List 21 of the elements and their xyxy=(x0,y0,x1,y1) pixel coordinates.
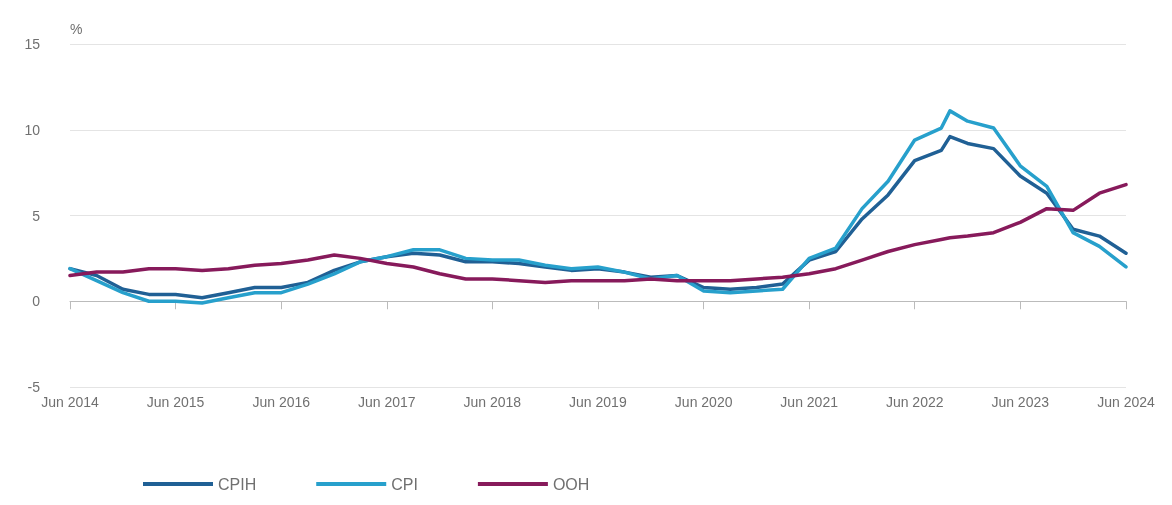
y-axis-title: % xyxy=(70,21,83,37)
x-tick-label: Jun 2017 xyxy=(358,394,416,410)
x-tick-label: Jun 2019 xyxy=(569,394,627,410)
y-tick-label: 0 xyxy=(32,293,41,310)
x-tick-label: Jun 2024 xyxy=(1097,394,1156,410)
x-tick-label: Jun 2023 xyxy=(991,394,1050,410)
x-tick-label: Jun 2015 xyxy=(146,394,205,410)
legend-label: CPI xyxy=(391,475,418,493)
y-tick-label: -5 xyxy=(27,379,41,395)
legend-label: CPIH xyxy=(218,475,257,493)
x-tick-label: Jun 2018 xyxy=(463,394,522,410)
legend-label: OOH xyxy=(552,475,590,493)
y-tick-label: 10 xyxy=(24,121,41,138)
y-tick-label: 5 xyxy=(32,207,41,224)
x-tick-label: Jun 2016 xyxy=(252,394,311,410)
x-tick-label: Jun 2020 xyxy=(674,394,733,410)
x-tick-label: Jun 2022 xyxy=(885,394,944,410)
line-series xyxy=(68,182,1128,285)
x-tick-label: Jun 2021 xyxy=(780,394,839,410)
x-tick-label: Jun 2014 xyxy=(41,394,100,410)
y-tick-label: 15 xyxy=(24,36,41,52)
